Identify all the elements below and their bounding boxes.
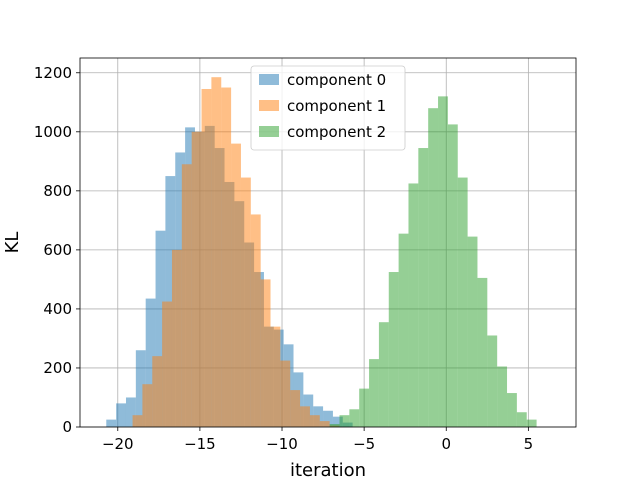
y-tick-label: 0 bbox=[62, 418, 72, 436]
y-tick-label: 1000 bbox=[34, 123, 72, 141]
histogram-bar bbox=[497, 366, 508, 427]
x-tick-label: 0 bbox=[441, 435, 451, 453]
histogram-bar bbox=[428, 108, 439, 428]
histogram-bar bbox=[191, 131, 202, 428]
histogram-bar bbox=[152, 356, 163, 427]
histogram-bar bbox=[201, 88, 212, 427]
histogram-bar bbox=[332, 416, 343, 427]
histogram-bar bbox=[359, 388, 370, 427]
histogram-bar bbox=[171, 249, 182, 427]
series-2-bars bbox=[329, 96, 537, 428]
legend: component 0 component 1 component 2 bbox=[250, 65, 406, 151]
histogram-bar bbox=[339, 415, 350, 427]
histogram-bar bbox=[408, 183, 419, 427]
histogram-bar bbox=[162, 301, 172, 427]
legend-swatch bbox=[259, 74, 279, 85]
y-tick-label: 200 bbox=[43, 359, 72, 377]
x-tick-label: −5 bbox=[353, 435, 375, 453]
histogram-bar bbox=[388, 272, 399, 427]
legend-label: component 1 bbox=[287, 97, 386, 115]
plot-frame bbox=[79, 57, 577, 428]
histogram-bar bbox=[142, 384, 153, 427]
y-tick-label: 1200 bbox=[34, 64, 72, 82]
x-tick-label: −10 bbox=[266, 435, 298, 453]
y-tick-label: 400 bbox=[43, 300, 72, 318]
legend-label: component 2 bbox=[287, 123, 386, 141]
legend-box bbox=[250, 65, 406, 151]
histogram-bar bbox=[270, 326, 281, 427]
histogram-bar bbox=[457, 177, 468, 427]
histogram-bar bbox=[329, 424, 340, 427]
x-axis-title: iteration bbox=[290, 460, 366, 480]
histogram-bar bbox=[155, 230, 166, 427]
histogram-bar bbox=[369, 359, 379, 427]
histogram-bar bbox=[125, 397, 136, 427]
histogram-bar bbox=[300, 406, 310, 427]
histogram-bars bbox=[106, 77, 537, 428]
histogram-bar bbox=[349, 409, 360, 427]
histogram-bar bbox=[467, 236, 478, 427]
histogram-bar bbox=[240, 177, 251, 427]
histogram-bar bbox=[323, 410, 333, 427]
histogram-bar bbox=[526, 419, 537, 427]
histogram-bar bbox=[106, 419, 117, 427]
histogram-bar bbox=[309, 415, 320, 427]
legend-label: component 0 bbox=[287, 71, 386, 89]
histogram-bar bbox=[231, 143, 241, 427]
histogram-bar bbox=[132, 415, 143, 427]
histogram-bar bbox=[211, 77, 222, 428]
histogram-bar bbox=[319, 421, 330, 427]
x-tick-label: −15 bbox=[184, 435, 216, 453]
histogram-bar bbox=[280, 360, 291, 427]
x-tick-label: 5 bbox=[524, 435, 534, 453]
legend-swatch bbox=[259, 126, 279, 137]
histogram-bar bbox=[260, 279, 271, 427]
axis-ticks: −20 −15 −10 −5 0 5 0 200 400 600 800 1000 1200 bbox=[34, 64, 533, 453]
histogram-bar bbox=[145, 298, 156, 427]
y-tick-label: 600 bbox=[43, 241, 72, 259]
histogram-bar bbox=[181, 164, 192, 427]
y-tick-label: 800 bbox=[43, 182, 72, 200]
histogram-bar bbox=[290, 390, 301, 427]
series-1-bars bbox=[132, 77, 340, 428]
histogram-bar bbox=[398, 233, 409, 427]
histogram-bar bbox=[438, 96, 448, 427]
histogram-bar bbox=[221, 87, 232, 428]
legend-swatch bbox=[259, 100, 279, 111]
histogram-bar bbox=[418, 148, 429, 427]
x-tick-label: −20 bbox=[102, 435, 134, 453]
histogram-bar bbox=[477, 277, 488, 427]
histogram-bar bbox=[378, 322, 389, 427]
histogram-bar bbox=[135, 350, 146, 427]
y-axis-title: KL bbox=[2, 232, 23, 254]
histogram-bar bbox=[516, 412, 527, 427]
histogram-bar bbox=[507, 393, 517, 427]
histogram-bar bbox=[116, 403, 126, 427]
histogram-bar bbox=[447, 124, 458, 428]
histogram-bar bbox=[487, 335, 498, 427]
histogram-bar bbox=[250, 214, 261, 427]
